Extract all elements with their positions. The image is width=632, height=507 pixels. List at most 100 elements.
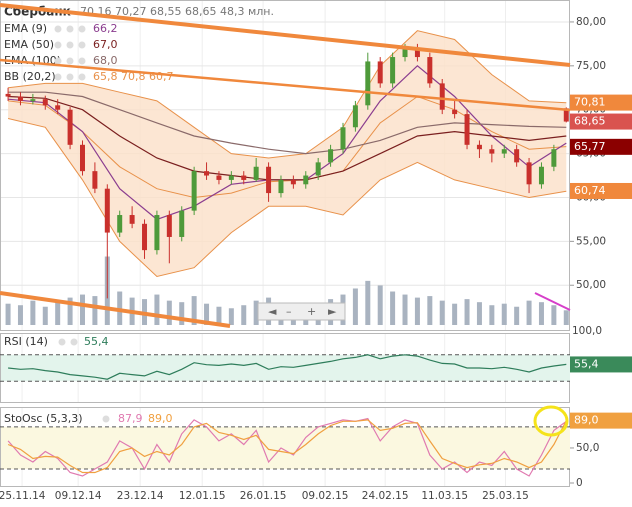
nav-minus[interactable]: – <box>286 305 292 318</box>
price-tag-label: 65,77 <box>574 140 606 153</box>
legend-icon <box>66 73 74 81</box>
candle-body <box>67 109 73 145</box>
volume-label: 100,0 <box>572 325 602 337</box>
candle-body <box>377 61 383 84</box>
trend-line <box>0 291 231 328</box>
volume-bar <box>5 303 11 325</box>
volume-bar <box>30 300 36 325</box>
volume-bar <box>241 305 247 325</box>
legend-icon <box>54 25 62 33</box>
candle-body <box>489 149 495 154</box>
volume-bar <box>390 291 396 325</box>
candle-body <box>204 171 210 176</box>
candle-body <box>464 114 470 145</box>
x-tick-label: 24.02.15 <box>362 490 409 502</box>
legend-icon <box>66 25 74 33</box>
volume-bar <box>563 310 569 325</box>
volume-bar <box>402 294 408 325</box>
legend-icon <box>66 41 74 49</box>
legend-value: 68,0 <box>93 54 118 67</box>
candle-body <box>216 175 222 180</box>
volume-bar <box>526 300 532 325</box>
candle-body <box>290 179 296 185</box>
candle-body <box>390 57 396 84</box>
stoch-line <box>7 417 567 477</box>
volume-bar <box>216 306 222 325</box>
price-tag-label: 68,65 <box>574 115 606 128</box>
trend-line <box>0 58 571 112</box>
bb-fill <box>8 30 567 277</box>
volume-bar <box>414 297 420 325</box>
legend-icon <box>66 57 74 65</box>
candle-body <box>452 109 458 115</box>
stoch-value: 87,9 <box>118 412 143 425</box>
x-tick-label: 09.12.14 <box>55 490 102 502</box>
volume-bar <box>228 308 234 325</box>
candle-body <box>253 166 259 180</box>
legend-icon <box>58 338 66 346</box>
legend-name: BB (20,2) <box>4 70 56 83</box>
volume-bar <box>439 300 445 325</box>
candle-body <box>266 166 272 194</box>
candle-body <box>179 210 185 237</box>
candle-body <box>5 93 11 97</box>
volume-bar <box>55 302 61 325</box>
legend-value: 66,2 <box>93 22 118 35</box>
nav-right[interactable]: ► <box>328 305 337 318</box>
candle-body <box>79 144 85 172</box>
volume-bar <box>377 285 383 325</box>
legend-icon <box>54 57 62 65</box>
volume-bar <box>42 306 48 325</box>
candle-body <box>328 149 334 163</box>
nav-buttons: ◄ – + ► <box>257 302 346 321</box>
main-panel <box>0 0 570 487</box>
header-values: 70,16 70,27 68,55 68,65 48,3 млн. <box>80 5 274 18</box>
volume-bar <box>551 305 557 325</box>
x-tick-label: 23.12.14 <box>117 490 164 502</box>
trend-line <box>0 3 571 67</box>
volume-bar <box>179 302 185 325</box>
candle-body <box>501 149 507 154</box>
candle-body <box>303 175 309 185</box>
volume-bar <box>476 302 482 325</box>
volume-bar <box>79 294 85 325</box>
nav-plus[interactable]: + <box>307 305 316 318</box>
volume-bar <box>154 294 160 325</box>
volume-bar <box>452 303 458 325</box>
price-tag-label: 60,74 <box>574 184 606 197</box>
candle-body <box>241 175 247 180</box>
legend-icon <box>78 57 86 65</box>
nav-left[interactable]: ◄ <box>268 305 277 318</box>
candle-body <box>166 215 172 237</box>
ema-line <box>8 95 567 181</box>
drawn-line <box>534 292 571 311</box>
candle-body <box>476 144 482 150</box>
candle-body <box>191 171 197 211</box>
rsi-tag <box>570 356 632 373</box>
highlight-circle <box>533 405 569 437</box>
y-tick-label: 50,0 <box>576 442 599 454</box>
x-tick-label: 09.02.15 <box>302 490 349 502</box>
volume-bar <box>501 303 507 325</box>
candle-body <box>365 61 371 106</box>
volume-bar <box>489 305 495 325</box>
candle-body <box>551 149 557 167</box>
candle-body <box>315 162 321 176</box>
stoch-value: 89,0 <box>148 412 173 425</box>
legend-icon <box>54 41 62 49</box>
volume-bar <box>514 306 520 325</box>
volume-bar <box>204 303 210 325</box>
rsi-tag-label: 55,4 <box>574 357 599 370</box>
main-frame <box>0 0 570 331</box>
rsi-value: 55,4 <box>84 335 109 348</box>
volume-bar <box>92 296 98 325</box>
volume-bar <box>538 302 544 325</box>
rsi-line <box>8 354 567 380</box>
candle-body <box>30 99 36 101</box>
volume-bar <box>253 300 259 325</box>
candle-body <box>17 96 23 101</box>
candle-body <box>439 83 445 110</box>
legend-icon <box>54 73 62 81</box>
legend-name: EMA (50) <box>4 38 54 51</box>
x-tick-label: 12.01.15 <box>179 490 226 502</box>
